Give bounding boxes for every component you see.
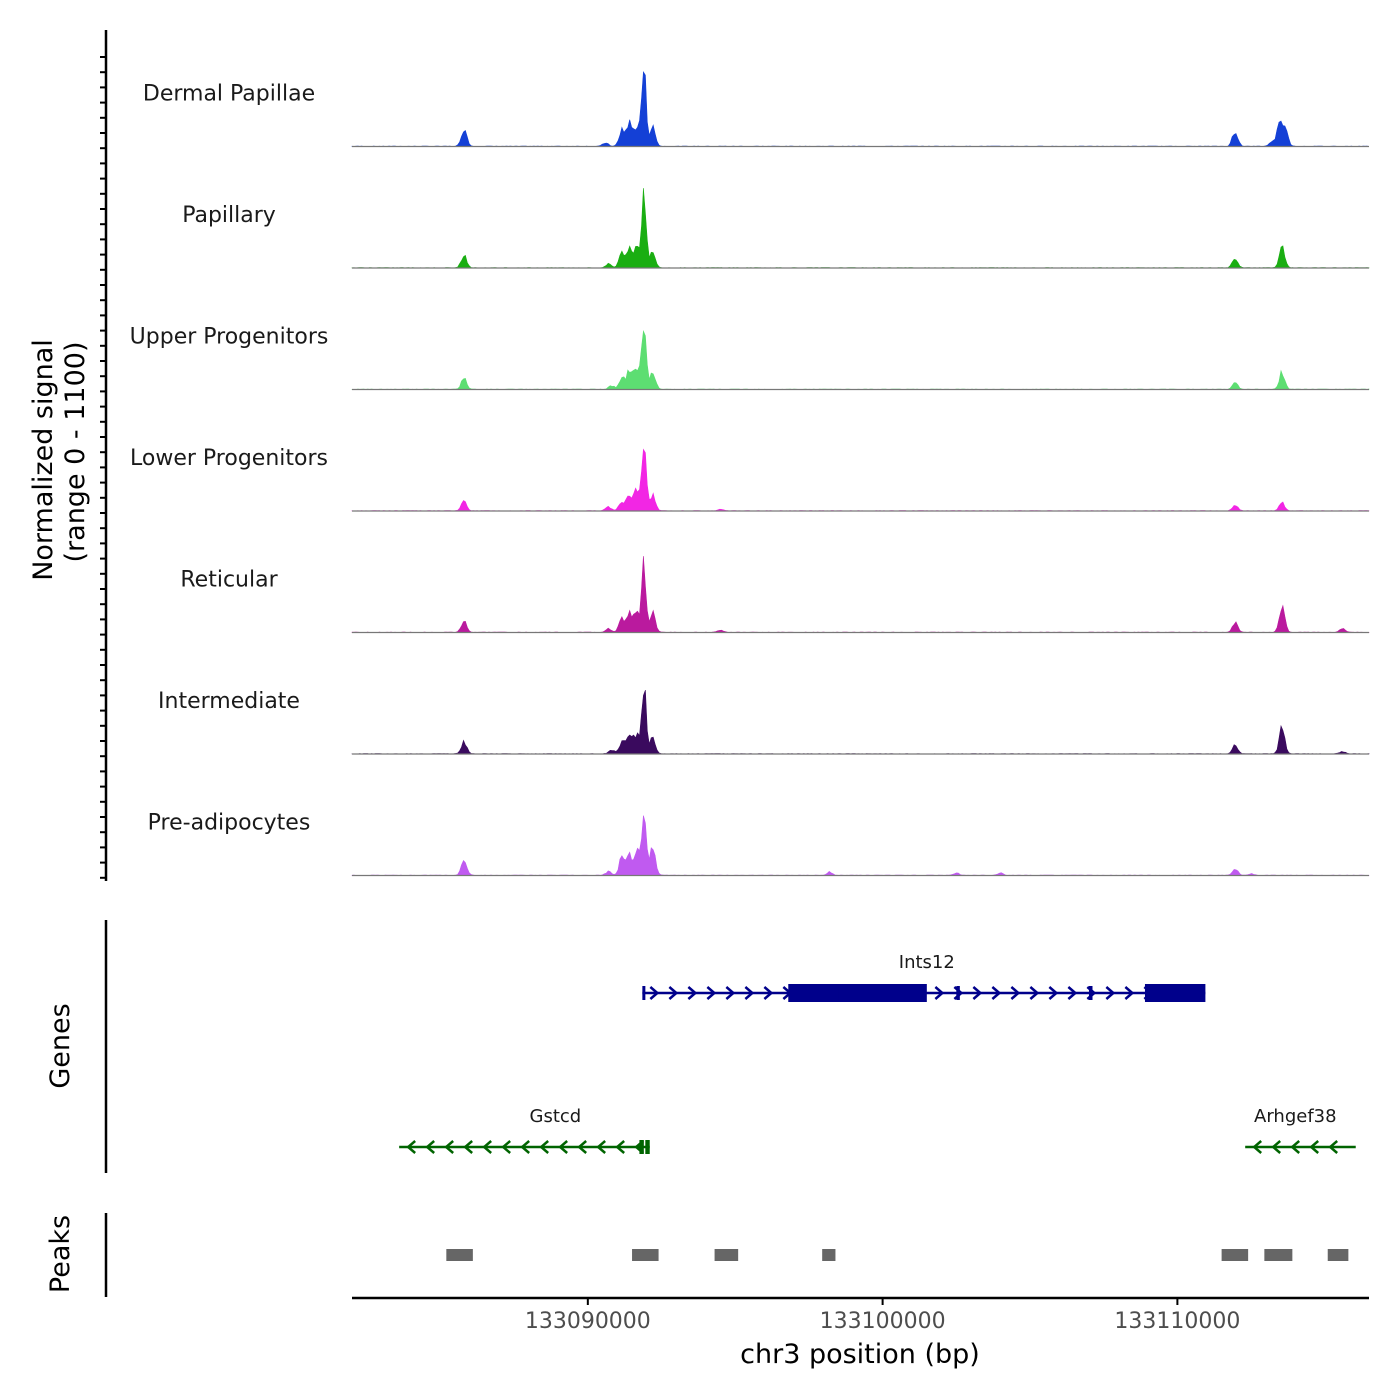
left-axis (100, 30, 108, 1297)
strand-arrow (425, 1140, 435, 1154)
coverage-area (351, 330, 1370, 390)
exon (956, 986, 960, 1000)
track-papillary: Papillary (182, 188, 1370, 269)
gene-track: Ints12 Gstcd Arhgef38 (399, 952, 1356, 1154)
peak-region (632, 1249, 659, 1261)
peak-region (1264, 1249, 1293, 1261)
track-label: Upper Progenitors (130, 325, 329, 350)
gene-gstcd: Gstcd (399, 1106, 650, 1154)
strand-arrow (1010, 986, 1021, 1000)
x-tick-label: 133090000 (525, 1309, 651, 1334)
genes-axis-title: Genes (45, 1003, 76, 1088)
strand-arrow (1328, 1140, 1339, 1154)
gene-label: Arhgef38 (1254, 1106, 1337, 1127)
track-upper-progenitors: Upper Progenitors (130, 325, 1370, 391)
y-axis-title-line2: (range 0 - 1100) (60, 342, 91, 563)
strand-arrow (991, 986, 1002, 1000)
strand-arrow (725, 986, 736, 1000)
strand-arrow (1124, 986, 1135, 1000)
track-dermal-papillae: Dermal Papillae (143, 70, 1370, 148)
strand-arrow (1048, 986, 1059, 1000)
gene-ints12: Ints12 (642, 952, 1206, 1002)
exon (1088, 986, 1093, 1000)
strand-arrow (444, 1140, 454, 1154)
strand-arrow (1290, 1140, 1301, 1154)
track-intermediate: Intermediate (158, 689, 1370, 755)
track-label: Papillary (182, 203, 276, 228)
coverage-area (351, 448, 1370, 512)
gene-label: Ints12 (899, 952, 955, 973)
strand-arrow (463, 1140, 473, 1154)
track-label: Reticular (180, 568, 278, 593)
strand-arrow (668, 986, 679, 1000)
track-label: Pre-adipocytes (148, 811, 311, 836)
peaks-axis-title: Peaks (45, 1215, 76, 1293)
gene-arhgef38: Arhgef38 (1245, 1106, 1356, 1154)
strand-arrow (482, 1140, 492, 1154)
track-label: Dermal Papillae (143, 82, 315, 107)
track-label: Intermediate (158, 689, 300, 714)
strand-arrow (539, 1140, 549, 1154)
x-axis-title: chr3 position (bp) (740, 1339, 980, 1370)
strand-arrow (744, 986, 755, 1000)
peak-track (446, 1249, 1349, 1261)
strand-arrow (577, 1140, 587, 1154)
strand-arrow (1067, 986, 1078, 1000)
coverage-area (351, 188, 1370, 269)
peak-region (446, 1249, 473, 1261)
exon (788, 984, 927, 1002)
strand-arrow (501, 1140, 511, 1154)
track-pre-adipocytes: Pre-adipocytes (148, 811, 1370, 877)
strand-arrow (406, 1140, 416, 1154)
peak-region (822, 1249, 836, 1261)
coverage-area (351, 70, 1370, 147)
coverage-area (351, 556, 1370, 633)
strand-arrow (558, 1140, 568, 1154)
strand-arrow (1105, 986, 1116, 1000)
peak-region (1327, 1249, 1349, 1261)
track-lower-progenitors: Lower Progenitors (130, 446, 1370, 512)
strand-arrow (934, 986, 945, 1000)
strand-arrow (596, 1140, 606, 1154)
track-reticular: Reticular (180, 556, 1370, 634)
strand-arrow (763, 986, 774, 1000)
gene-label: Gstcd (530, 1106, 582, 1127)
y-axis-title-line1: Normalized signal (28, 339, 59, 581)
strand-arrow (972, 986, 983, 1000)
exon (639, 1140, 644, 1154)
exon (645, 1140, 650, 1154)
strand-arrow (706, 986, 717, 1000)
strand-arrow (1029, 986, 1040, 1000)
coverage-area (351, 815, 1370, 876)
x-tick-label: 133110000 (1114, 1309, 1240, 1334)
track-label: Lower Progenitors (130, 446, 328, 471)
peak-region (1221, 1249, 1249, 1261)
exon (838, 986, 845, 1000)
strand-arrow (615, 1140, 625, 1154)
strand-arrow (1309, 1140, 1320, 1154)
peak-region (714, 1249, 739, 1261)
strand-arrow (1252, 1140, 1263, 1154)
exon (912, 986, 924, 1000)
exon (1144, 984, 1206, 1002)
strand-arrow (520, 1140, 530, 1154)
strand-arrow (649, 986, 660, 1000)
x-axis: 133090000 133100000 133110000 (352, 1296, 1369, 1334)
x-tick-label: 133100000 (820, 1309, 946, 1334)
coverage-area (351, 689, 1370, 755)
strand-arrow (1271, 1140, 1282, 1154)
exon (642, 986, 646, 1000)
coverage-tracks: Dermal Papillae Papillary Upper Progenitor… (130, 70, 1370, 877)
strand-arrow (687, 986, 698, 1000)
